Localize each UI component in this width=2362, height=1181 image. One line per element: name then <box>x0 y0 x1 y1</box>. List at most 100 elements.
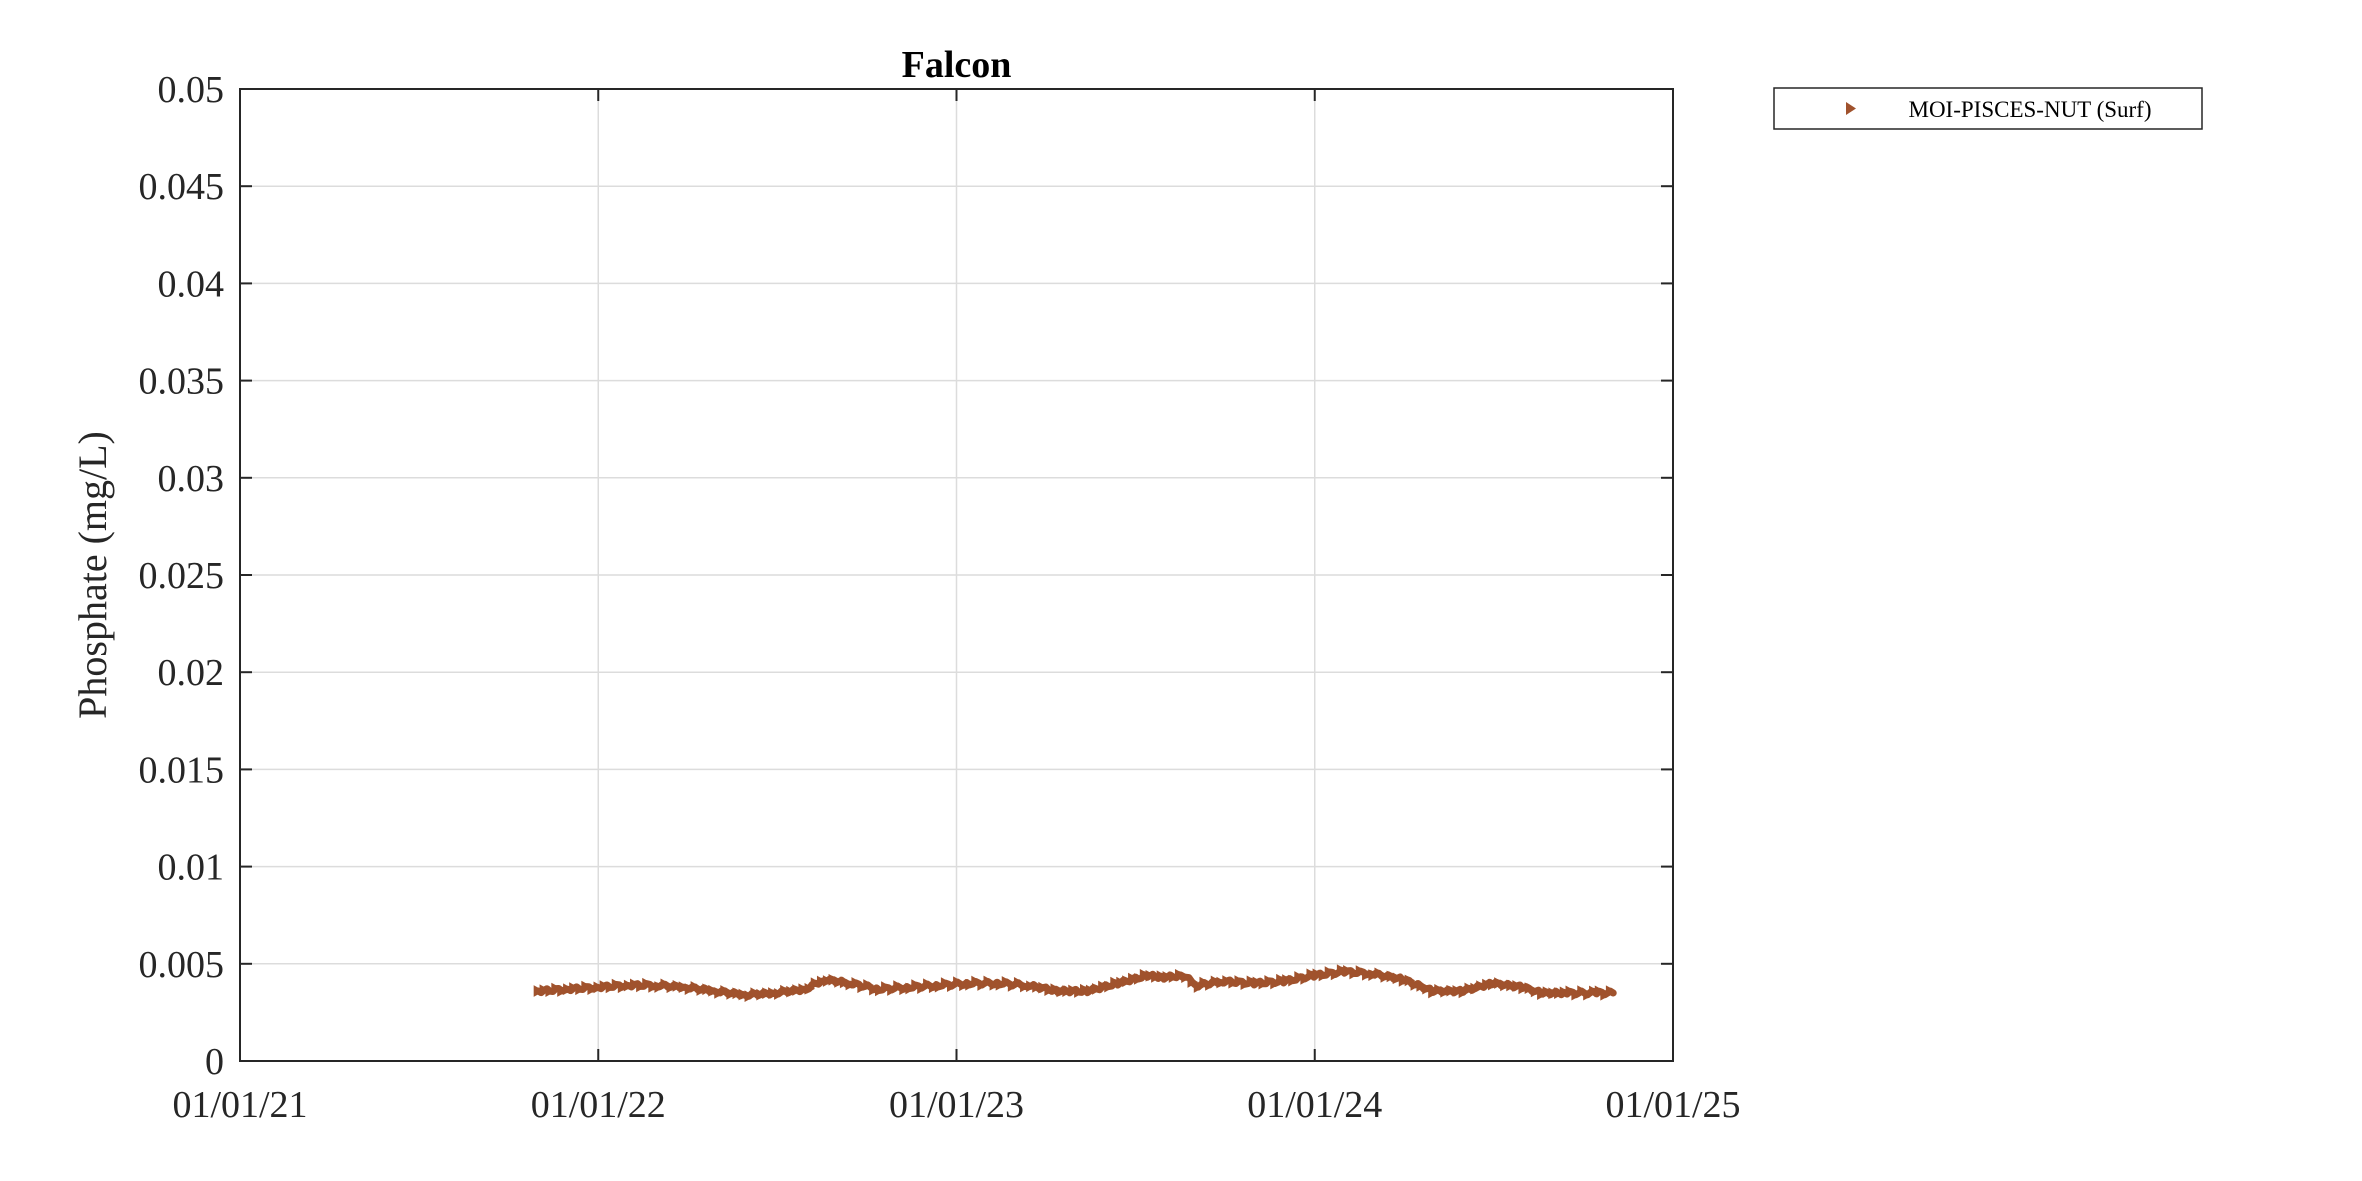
data-point <box>625 982 631 988</box>
data-point <box>834 976 845 988</box>
series-layer <box>533 964 1617 1003</box>
data-point <box>816 975 828 988</box>
data-point <box>595 984 601 990</box>
data-point <box>762 987 773 1000</box>
data-point <box>887 984 898 996</box>
data-point <box>953 976 964 989</box>
data-point <box>1080 983 1091 996</box>
data-point <box>828 973 840 986</box>
data-point <box>877 986 883 992</box>
data-point <box>1240 978 1252 991</box>
data-point <box>1600 988 1611 1001</box>
data-point <box>1548 987 1559 1000</box>
data-point <box>1306 968 1317 981</box>
data-point <box>672 980 684 992</box>
data-point <box>1180 972 1186 978</box>
data-point <box>1593 990 1599 996</box>
data-point <box>839 976 851 989</box>
data-point <box>1530 985 1542 998</box>
data-point <box>893 980 904 992</box>
data-point <box>1264 975 1275 987</box>
y-axis-label: Phosphate (mg/L) <box>70 431 115 719</box>
legend-marker-icon <box>1846 102 1856 115</box>
data-point <box>1416 980 1427 992</box>
data-point <box>1440 985 1451 998</box>
data-point <box>1341 969 1347 975</box>
data-point <box>1276 973 1287 986</box>
data-point <box>1199 976 1210 989</box>
data-point <box>720 985 731 997</box>
data-point <box>1400 976 1406 982</box>
data-point <box>1168 971 1180 983</box>
data-point <box>1430 988 1436 994</box>
y-tick-label: 0.025 <box>139 555 225 597</box>
data-point <box>1044 984 1055 996</box>
data-point <box>1386 970 1398 983</box>
data-point <box>1330 968 1342 981</box>
data-point <box>636 980 647 993</box>
data-point <box>989 978 1001 991</box>
data-point <box>1084 988 1090 994</box>
data-point <box>810 977 822 990</box>
data-point <box>1506 979 1517 992</box>
data-point <box>1144 972 1150 978</box>
data-point <box>1362 968 1373 981</box>
data-point <box>535 988 541 994</box>
data-point <box>642 977 653 990</box>
data-point <box>1251 980 1257 986</box>
data-point <box>1092 983 1103 995</box>
data-point <box>1470 982 1481 995</box>
data-point <box>977 979 988 991</box>
data-point <box>696 984 708 996</box>
data-point <box>959 979 970 992</box>
y-tick-label: 0.03 <box>158 458 225 500</box>
data-point <box>1032 981 1043 993</box>
data-point <box>1161 974 1167 980</box>
data-point <box>1234 975 1246 987</box>
data-point <box>1452 985 1464 997</box>
data-point <box>1246 975 1258 988</box>
data-point <box>1311 972 1317 978</box>
data-point <box>1324 966 1336 978</box>
data-point <box>1349 967 1360 980</box>
data-point <box>1577 985 1588 998</box>
data-point <box>611 978 623 991</box>
data-point <box>1583 988 1594 1001</box>
data-point <box>1062 985 1073 997</box>
data-point <box>983 975 995 988</box>
data-point <box>1195 982 1201 988</box>
data-point <box>1288 974 1299 987</box>
data-point <box>732 987 744 1000</box>
x-tick-label: 01/01/22 <box>531 1084 666 1126</box>
data-point <box>1205 979 1216 991</box>
data-point <box>803 986 809 992</box>
data-point <box>1074 986 1085 998</box>
data-point <box>1133 973 1145 985</box>
chart-title: Falcon <box>902 44 1012 86</box>
data-point <box>678 981 690 994</box>
legend-box <box>1773 87 2203 130</box>
data-point <box>936 982 942 988</box>
data-point <box>1025 982 1031 988</box>
data-point <box>565 986 571 992</box>
data-point <box>726 987 737 1000</box>
data-point <box>1571 988 1582 1001</box>
data-point <box>1564 990 1570 996</box>
data-point <box>1151 971 1162 983</box>
data-point <box>1512 980 1523 992</box>
data-point <box>928 981 940 994</box>
data-point <box>1318 969 1330 982</box>
data-point <box>575 983 586 996</box>
data-point <box>946 980 958 993</box>
data-point <box>1380 970 1392 983</box>
data-point <box>1098 980 1109 993</box>
data-point <box>822 976 828 982</box>
data-point <box>1122 975 1133 988</box>
axis-ticks: 0 0.005 0.01 0.015 0.02 0.025 0.03 0.035 0.04 0.0… <box>139 69 1741 1126</box>
data-point <box>1392 972 1404 985</box>
data-point <box>1115 980 1121 986</box>
data-point <box>899 983 910 996</box>
data-point <box>907 984 913 990</box>
y-tick-label: 0.05 <box>158 69 225 111</box>
